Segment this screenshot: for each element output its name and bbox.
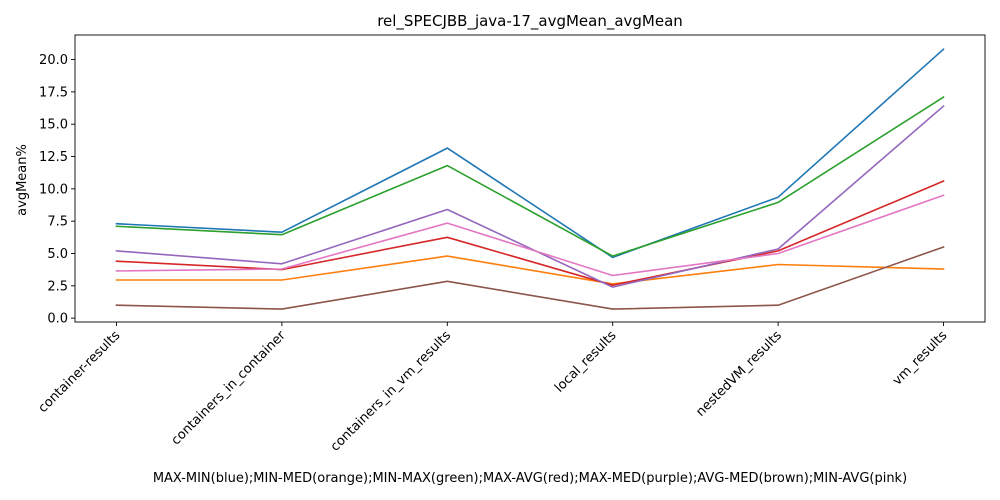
- series-line-2: [115, 95, 945, 257]
- y-tick-label: 12.5: [39, 150, 68, 165]
- y-tick-label: 0.0: [47, 312, 68, 327]
- chart-title: rel_SPECJBB_java-17_avgMean_avgMean: [377, 12, 683, 31]
- y-axis-label: avgMean%: [15, 144, 30, 216]
- plot-frame: [74, 34, 986, 323]
- y-tick-label: 20.0: [39, 53, 68, 68]
- series-line-6: [115, 194, 945, 277]
- y-tick-label: 10.0: [39, 182, 68, 197]
- series-line-5: [115, 245, 945, 310]
- series-line-4: [115, 104, 945, 288]
- y-tick-label: 5.0: [47, 247, 68, 262]
- series-line-0: [115, 48, 945, 259]
- y-tick-label: 2.5: [47, 279, 68, 294]
- y-tick-label: 7.5: [47, 215, 68, 230]
- x-axis-label: MAX-MIN(blue);MIN-MED(orange);MIN-MAX(gr…: [153, 471, 907, 486]
- y-tick-label: 17.5: [39, 85, 68, 100]
- series-line-3: [115, 180, 945, 287]
- series-line-1: [115, 255, 945, 285]
- y-tick-label: 15.0: [39, 118, 68, 133]
